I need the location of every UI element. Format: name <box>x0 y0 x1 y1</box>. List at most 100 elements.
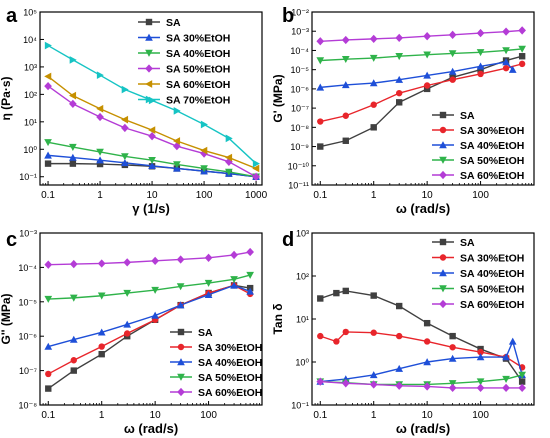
data-point <box>96 104 104 113</box>
panel-letter: c <box>6 229 17 251</box>
data-point <box>448 67 457 75</box>
data-point <box>44 72 52 81</box>
series-line <box>320 63 523 123</box>
y-tick-label: 10⁻⁴ <box>18 263 37 273</box>
legend-marker <box>177 387 185 397</box>
data-point <box>225 134 233 143</box>
legend-marker <box>439 156 447 164</box>
y-axis-label: G' (MPa) <box>271 74 285 122</box>
data-point <box>476 383 485 393</box>
data-point <box>44 260 53 269</box>
data-point <box>476 49 485 57</box>
series-line <box>320 29 523 42</box>
y-tick-label: 10⁻⁹ <box>290 142 309 152</box>
data-point <box>396 89 403 97</box>
data-point <box>176 301 185 309</box>
data-point <box>44 151 52 159</box>
data-point <box>98 350 105 358</box>
y-tick-label: 10² <box>296 272 309 282</box>
data-point <box>333 338 340 345</box>
data-point <box>44 139 52 147</box>
data-point <box>369 34 378 44</box>
y-tick-label: 10⁻⁴ <box>290 46 309 56</box>
data-point <box>341 81 350 89</box>
data-point <box>341 35 350 45</box>
legend: SA SA 30%EtOH SA 40%EtOH SA 50%EtOH SA 60%Et… <box>432 237 524 311</box>
data-point <box>121 115 129 124</box>
data-point <box>121 159 129 167</box>
series-line <box>320 331 523 368</box>
data-point <box>173 107 181 115</box>
x-tick-label: 0.1 <box>313 410 327 421</box>
data-point <box>518 45 526 53</box>
series-a-3 <box>44 81 260 181</box>
data-point <box>518 53 526 60</box>
legend: SA SA 30%EtOH SA 40%EtOH SA 50%EtOH SA 60%Et… <box>170 327 262 399</box>
y-tick-label: 10⁻⁶ <box>19 332 38 342</box>
data-point <box>230 276 238 284</box>
chart-panel-a: a 0.1 1 10 100 1000 10⁻¹ 10⁰ 10¹ 10² 10³ 10⁴ 10⁵ γ (1… <box>0 5 268 216</box>
data-point <box>123 320 132 328</box>
data-point <box>121 85 129 94</box>
legend-label: SA 30%EtOH <box>460 253 524 265</box>
data-point <box>518 383 526 393</box>
panel-letter: a <box>6 5 18 27</box>
x-tick-label: 1 <box>371 190 377 201</box>
legend-label: SA 30%EtOH <box>166 33 230 45</box>
data-point <box>176 283 185 291</box>
data-point <box>342 137 349 144</box>
y-tick-label: 10⁻⁷ <box>19 366 37 376</box>
data-point <box>476 353 485 361</box>
data-point <box>148 161 156 170</box>
data-point <box>395 33 404 43</box>
legend-marker <box>145 95 153 104</box>
data-point <box>246 247 254 257</box>
data-point <box>423 82 431 89</box>
legend-marker <box>439 238 447 246</box>
legend-label: SA <box>198 327 213 339</box>
y-tick-label: 10¹ <box>24 117 37 127</box>
data-point <box>124 330 131 337</box>
data-point <box>200 165 208 173</box>
data-point <box>342 287 349 295</box>
data-point <box>369 371 378 379</box>
data-point <box>70 357 77 364</box>
data-point <box>502 353 510 361</box>
x-tick-label: 0.1 <box>41 190 55 201</box>
legend-marker <box>145 18 153 26</box>
data-point <box>502 375 510 383</box>
data-point <box>423 319 431 327</box>
legend-label: SA 40%EtOH <box>198 357 262 369</box>
y-tick-label: 10⁵ <box>23 8 37 18</box>
data-point <box>448 354 457 362</box>
legend-marker <box>439 170 447 180</box>
x-axis-label: ω (rad/s) <box>396 201 450 216</box>
data-point <box>200 146 208 155</box>
data-point <box>342 112 349 119</box>
legend-label: SA <box>460 110 475 122</box>
legend-label: SA 30%EtOH <box>460 125 524 137</box>
data-point <box>45 385 52 392</box>
series-b-1 <box>317 60 526 125</box>
data-point <box>44 295 53 303</box>
y-tick-label: 10⁰ <box>23 145 37 155</box>
data-point <box>477 70 484 78</box>
data-point <box>395 53 404 61</box>
legend-label: SA 70%EtOH <box>166 95 230 107</box>
series-line <box>320 48 523 62</box>
y-tick-label: 10² <box>24 90 37 100</box>
data-point <box>69 335 78 343</box>
x-tick-label: 10 <box>422 410 434 421</box>
x-axis-label: γ (1/s) <box>132 201 170 216</box>
y-tick-label: 10⁰ <box>295 358 309 368</box>
data-point <box>204 279 213 287</box>
data-point <box>502 64 510 72</box>
legend-label: SA 60%EtOH <box>460 299 524 311</box>
data-point <box>69 143 77 151</box>
series-d-2 <box>316 337 526 385</box>
y-tick-label: 10¹ <box>296 315 309 325</box>
legend-marker <box>177 343 185 351</box>
y-tick-label: 10³ <box>24 62 37 72</box>
y-tick-label: 10⁻⁶ <box>291 84 310 94</box>
legend-label: SA 60%EtOH <box>198 387 262 399</box>
